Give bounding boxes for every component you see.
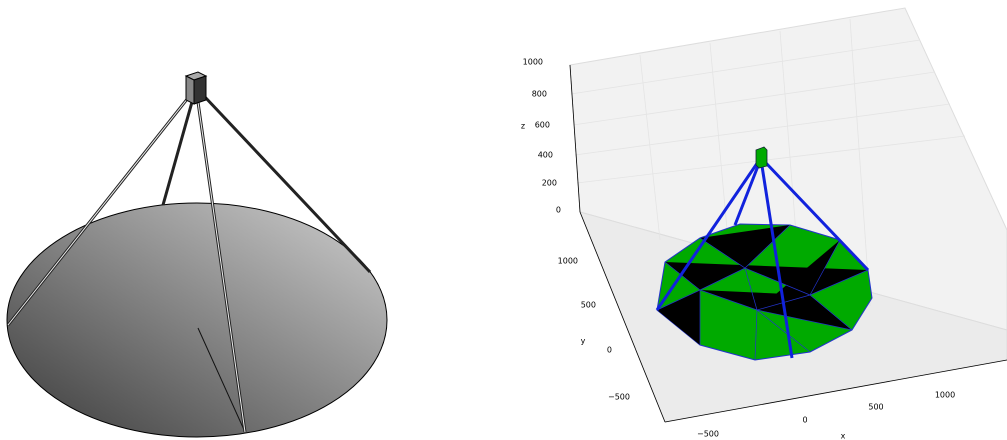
z-tick-label: 600 xyxy=(535,121,550,130)
left-render xyxy=(7,72,387,437)
z-tick-label: 800 xyxy=(532,90,547,99)
x-tick-label: 500 xyxy=(868,403,883,412)
y-tick-label: −500 xyxy=(608,393,630,402)
box-side xyxy=(194,76,206,104)
box-front xyxy=(186,76,194,104)
y-tick-label: 0 xyxy=(607,346,612,355)
z-tick-label: 400 xyxy=(538,151,553,160)
x-label: x xyxy=(841,432,846,440)
x-tick-label: −500 xyxy=(697,430,719,439)
y-label: y xyxy=(581,337,586,346)
z-tick-label: 1000 xyxy=(523,58,543,67)
z-tick-label: 0 xyxy=(556,206,561,215)
z-label: z xyxy=(521,122,525,131)
x-tick-label: 0 xyxy=(802,416,807,425)
y-tick-label: 1000 xyxy=(558,257,578,266)
figure: z y x 0 200 400 600 800 1000 −500 0 500 1000 −500 0… xyxy=(0,0,1007,440)
dish xyxy=(7,203,387,437)
feed-box xyxy=(756,147,767,168)
right-plot: z y x xyxy=(521,8,1007,440)
x-tick-label: 1000 xyxy=(935,391,955,400)
z-tick-label: 200 xyxy=(542,179,557,188)
y-tick-label: 500 xyxy=(581,301,596,310)
